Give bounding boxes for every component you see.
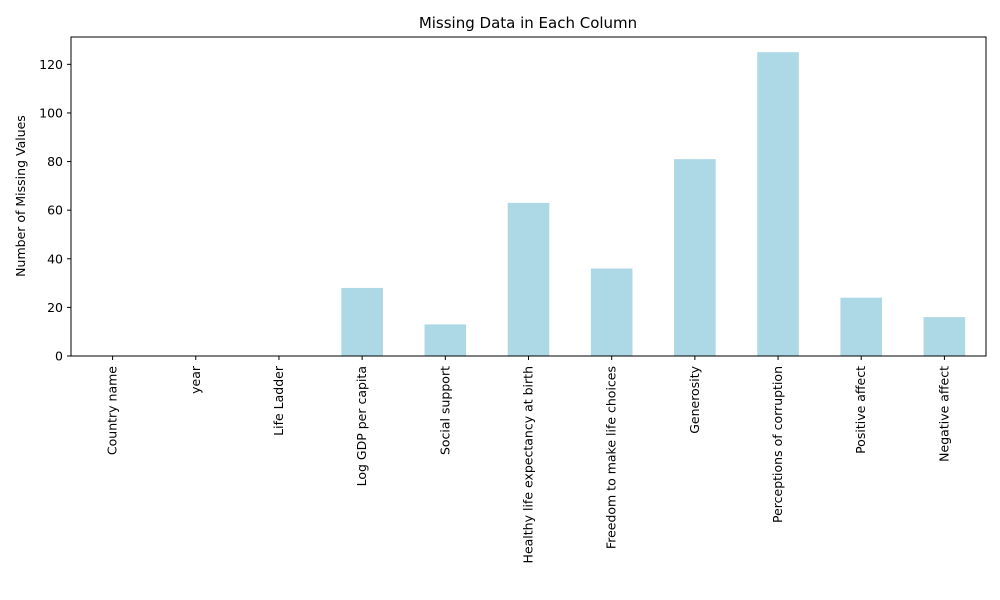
bar-healthy-life-expectancy-at-birth — [507, 202, 550, 356]
y-tick-label: 120 — [39, 57, 63, 72]
plot-area-frame — [70, 36, 987, 357]
bar-generosity — [674, 159, 716, 356]
y-axis-label: Number of Missing Values — [13, 115, 28, 277]
y-tick-label: 40 — [47, 251, 63, 266]
x-tick-label: Log GDP per capita — [354, 366, 369, 486]
chart-title: Missing Data in Each Column — [419, 14, 637, 32]
x-tick-label: Perceptions of corruption — [770, 366, 785, 523]
y-axis-ticks: 0 20 40 60 80 100 120 — [39, 57, 71, 364]
x-tick-label: Life Ladder — [271, 365, 286, 436]
bar-negative-affect — [923, 317, 966, 356]
bar-perceptions-of-corruption — [757, 52, 799, 356]
x-tick-label: Social support — [437, 366, 452, 455]
bar-positive-affect — [840, 297, 883, 356]
x-tick-label: Country name — [105, 366, 120, 455]
y-tick-label: 20 — [47, 300, 63, 315]
y-tick-label: 100 — [39, 105, 63, 120]
x-tick-label: Generosity — [687, 365, 702, 433]
y-tick-label: 0 — [55, 349, 63, 364]
x-tick-label: Healthy life expectancy at birth — [521, 366, 536, 563]
y-tick-label: 80 — [47, 154, 63, 169]
bar-social-support — [424, 324, 467, 356]
bars-group — [341, 52, 966, 356]
bar-log-gdp-per-capita — [341, 287, 383, 356]
x-tick-label: Negative affect — [936, 366, 951, 462]
x-tick-label: Freedom to make life choices — [604, 366, 619, 549]
x-tick-label: Positive affect — [853, 366, 868, 454]
y-tick-label: 60 — [47, 203, 63, 218]
x-axis-ticks: Country name year Life Ladder Log GDP per c… — [105, 356, 951, 563]
bar-freedom-to-make-life-choices — [590, 268, 633, 356]
x-tick-label: year — [188, 365, 203, 394]
